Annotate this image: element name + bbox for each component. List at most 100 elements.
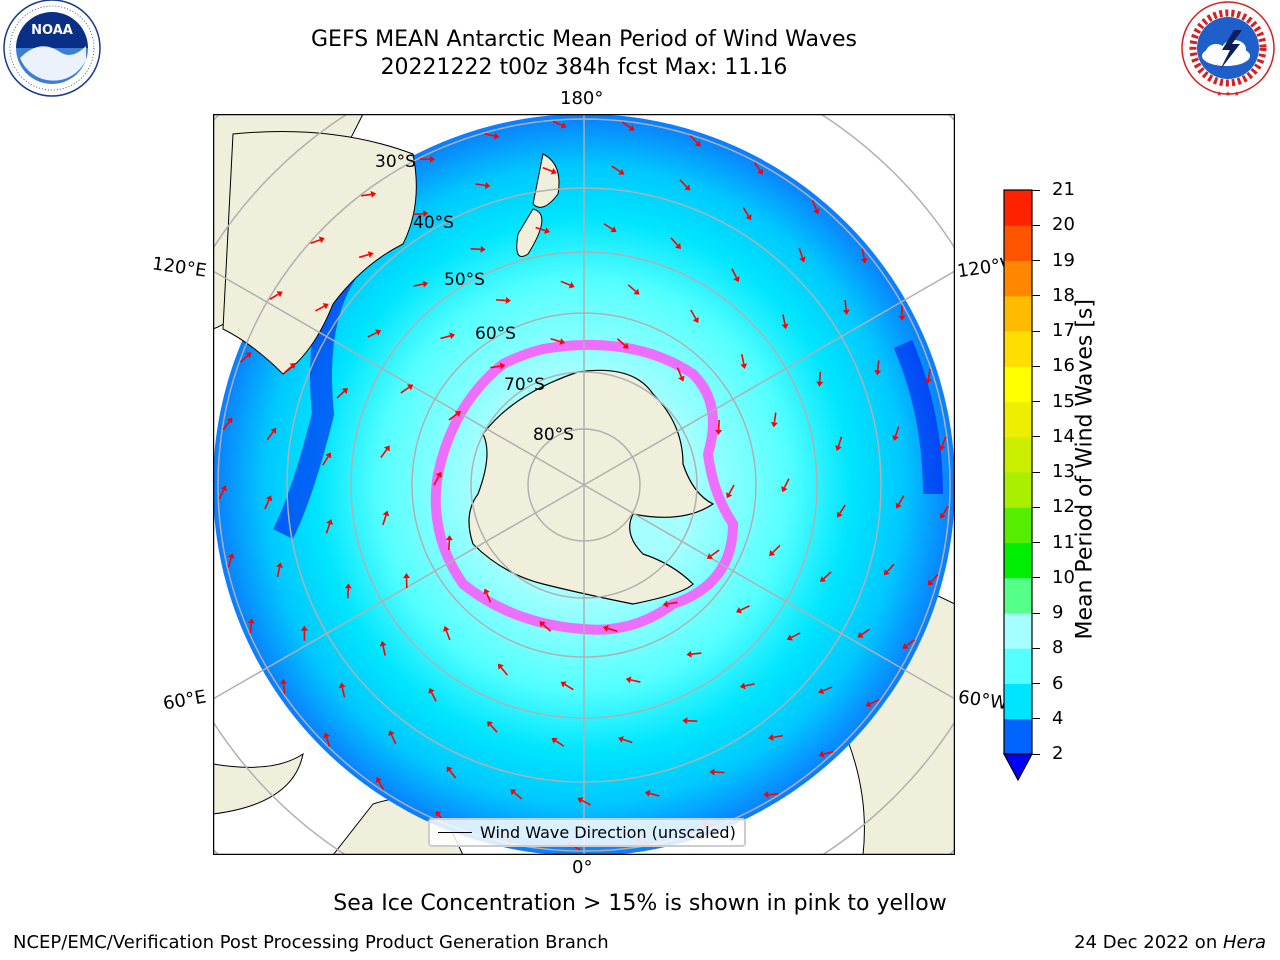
wind-arrow-head (799, 256, 806, 263)
wind-arrow-head (715, 429, 723, 435)
wind-arrow-head (865, 700, 872, 708)
wind-arrow-head (443, 625, 450, 632)
colorbar-segment (1004, 683, 1032, 720)
wind-arrow-shaft (542, 624, 552, 632)
wind-arrow-shaft (823, 750, 834, 755)
wind-arrow-shaft (276, 567, 281, 578)
colorbar-label: Mean Period of Wind Waves [s] (1072, 299, 1098, 640)
colorbar-tick-label: 12 (1052, 496, 1075, 518)
colorbar-segment (1004, 331, 1032, 367)
wind-arrow-head (423, 210, 429, 218)
wind-arrow-shaft (690, 309, 697, 320)
wind-arrow-head (625, 676, 632, 684)
polar-map (213, 114, 955, 855)
wind-arrow-shaft (823, 571, 832, 580)
title-line-2: 20221222 t00z 384h fcst Max: 11.16 (380, 55, 788, 80)
colorbar-tick-mark (1032, 683, 1040, 684)
wind-arrow-shaft (367, 331, 378, 338)
wind-arrow-shaft (773, 412, 777, 423)
wind-arrow-head (227, 553, 235, 559)
wind-arrow-shaft (839, 504, 846, 514)
colorbar-tick-mark (1032, 753, 1040, 755)
colorbar-tick-label: 11 (1052, 531, 1075, 553)
wind-arrow-shaft (489, 724, 498, 733)
wind-arrow-shaft (400, 386, 410, 394)
wind-arrow-head (781, 323, 789, 330)
colorbar-segment (1004, 295, 1032, 332)
wind-arrow-shaft (837, 436, 843, 447)
wind-arrow-shaft (772, 734, 784, 739)
colorbar-segment (1004, 718, 1032, 755)
lon-label-120e: 120°E (150, 253, 208, 282)
wind-arrow-head (505, 296, 511, 304)
wind-arrow-head (480, 245, 486, 253)
wind-arrow-head (550, 168, 557, 175)
colorbar-tick-mark (1032, 612, 1040, 614)
lon-label-60e: 60°E (161, 686, 208, 715)
wind-arrow-head (883, 569, 890, 576)
wind-arrow-head (289, 362, 296, 369)
wind-arrow-shaft (783, 478, 790, 488)
nws-logo: ★ ★ ★ (1181, 1, 1275, 98)
wind-arrow-head (706, 553, 714, 559)
wind-arrow-head (768, 733, 774, 741)
wind-arrow-head (551, 737, 558, 744)
wind-arrow-shaft (433, 475, 440, 486)
wind-arrow-head (497, 663, 504, 670)
colorbar-segment (1004, 366, 1032, 402)
colorbar-tick-label: 19 (1052, 249, 1075, 271)
lat-label-50s: 50°S (444, 270, 485, 290)
wind-arrow-head (770, 421, 778, 428)
wind-arrow-shaft (905, 639, 915, 647)
wind-arrow-shaft (869, 698, 880, 705)
wind-arrow-head (325, 452, 332, 459)
colorbar-segment (1004, 190, 1032, 226)
wind-arrow-head (924, 378, 932, 384)
wind-arrow-shaft (782, 314, 786, 325)
colorbar-tick-mark (1032, 260, 1040, 261)
wind-arrow-shaft (744, 683, 755, 687)
wind-arrow-head (739, 682, 746, 690)
wind-arrow-head (763, 791, 769, 799)
wind-arrow-shaft (790, 632, 801, 639)
lat-label-70s: 70°S (504, 375, 545, 395)
wind-arrow-head (938, 444, 946, 451)
map-legend: Wind Wave Direction (unscaled) (428, 818, 746, 847)
wind-arrow-head (370, 190, 377, 198)
wind-arrow-shaft (322, 456, 329, 466)
wind-arrow-head (276, 562, 284, 568)
footer-right: 24 Dec 2022 on Hera (1074, 932, 1266, 953)
wind-arrow-shaft (679, 179, 688, 188)
lat-label-80s: 80°S (533, 425, 574, 445)
wind-arrow-shaft (413, 212, 424, 216)
colorbar-tick-label: 4 (1052, 707, 1064, 729)
wind-arrow-shaft (550, 337, 561, 343)
wind-arrow-shaft (500, 666, 509, 676)
wind-arrow-shaft (627, 284, 637, 292)
colorbar-tick-label: 18 (1052, 284, 1075, 306)
wind-arrow-head (745, 214, 752, 221)
wind-arrow-shaft (753, 161, 761, 172)
wind-arrow-shaft (315, 305, 325, 312)
colorbar-segment (1004, 577, 1032, 614)
wind-arrow-head (375, 329, 382, 336)
wind-arrow-shaft (667, 601, 678, 605)
wind-arrow-head (898, 315, 906, 321)
wind-arrow-shaft (448, 540, 451, 551)
wind-arrow-shaft (448, 413, 458, 421)
wind-arrow-head (740, 363, 748, 369)
colorbar-tick-mark (1032, 189, 1040, 191)
colorbar-tick-label: 16 (1052, 355, 1075, 377)
wind-arrow-shaft (470, 247, 481, 251)
wind-arrow-shaft (607, 627, 618, 633)
wind-arrow-head (678, 375, 685, 382)
wind-arrow-head (322, 303, 329, 310)
colorbar (1002, 189, 1034, 782)
wind-arrow-shaft (691, 652, 702, 655)
noaa-logo: NOAA (3, 0, 101, 97)
wind-arrow-head (487, 721, 493, 728)
wind-arrow-shaft (898, 495, 905, 505)
colorbar-tick-mark (1032, 330, 1040, 332)
wind-arrow-shaft (361, 193, 372, 197)
wind-arrow-shaft (269, 293, 279, 301)
